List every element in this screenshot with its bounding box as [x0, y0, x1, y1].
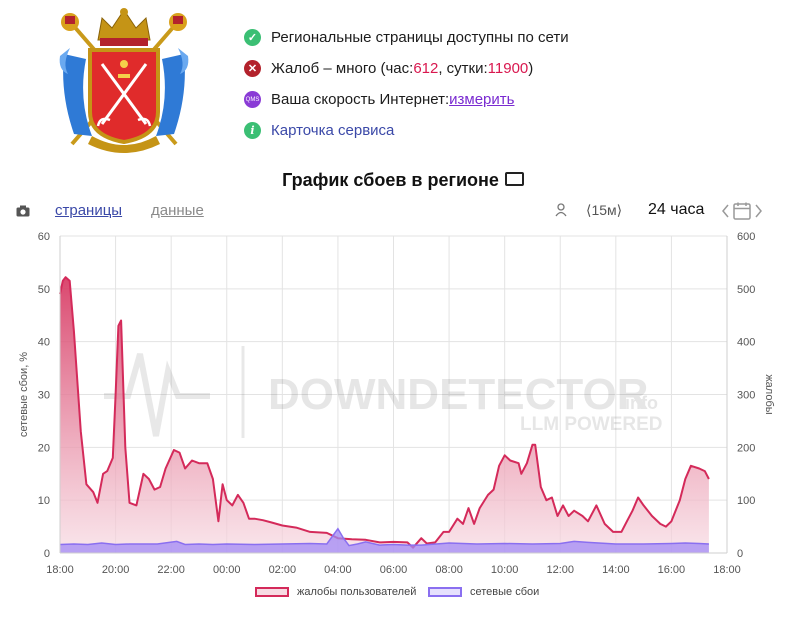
info-icon: i — [244, 122, 261, 139]
series-layer — [59, 276, 710, 553]
x-tick-label: 08:00 — [435, 564, 463, 576]
legend-item-complaints[interactable]: жалобы пользователей — [255, 586, 416, 598]
measure-speed-link[interactable]: измерить — [449, 91, 515, 108]
watermark-text: DOWNDETECTOR — [268, 370, 649, 419]
status-list: ✓ Региональные страницы доступны по сети… — [244, 22, 569, 146]
watermark: DOWNDETECTOR .info LLM POWERED — [104, 346, 663, 438]
x-tick-label: 12:00 — [546, 564, 574, 576]
complaints-area — [60, 277, 709, 553]
camera-icon[interactable] — [16, 204, 30, 221]
pages-available-text: Региональные страницы доступны по сети — [271, 29, 569, 46]
y-right-tick-label: 0 — [737, 548, 743, 560]
y-right-tick-label: 600 — [737, 231, 755, 243]
x-tick-label: 00:00 — [213, 564, 241, 576]
x-tick-label: 02:00 — [269, 564, 297, 576]
tab-data[interactable]: данные — [151, 202, 204, 219]
x-tick-label: 22:00 — [157, 564, 185, 576]
legend-item-outages[interactable]: сетевые сбои — [428, 586, 539, 598]
outages-area — [60, 528, 709, 553]
legend-swatch-complaints — [255, 587, 289, 597]
x-tick-label: 10:00 — [491, 564, 519, 576]
status-speed: QMS Ваша скорость Интернет: измерить — [244, 84, 569, 115]
y-left-tick-label: 60 — [38, 231, 50, 243]
complaints-prefix: Жалоб – много (час: — [271, 60, 414, 77]
y-left-tick-label: 40 — [38, 337, 50, 349]
x-tick-label: 06:00 — [380, 564, 408, 576]
tab-pages[interactable]: страницы — [55, 202, 123, 219]
coat-of-arms-emblem — [52, 4, 196, 156]
watermark-suffix: .info — [620, 393, 658, 413]
x-tick-label: 04:00 — [324, 564, 352, 576]
calendar-icon[interactable] — [722, 202, 774, 225]
y-left-axis-label: сетевые сбои, % — [18, 352, 30, 437]
x-tick-label: 20:00 — [102, 564, 130, 576]
monitor-icon[interactable] — [504, 172, 524, 187]
y-left-tick-label: 0 — [44, 548, 50, 560]
complaints-line[interactable] — [59, 276, 710, 549]
chart-title-text: График сбоев в регионе — [282, 170, 499, 190]
x-tick-label: 16:00 — [658, 564, 686, 576]
y-left-tick-label: 20 — [38, 442, 50, 454]
legend-label-outages: сетевые сбои — [470, 586, 540, 598]
chart-toolbar: страницы данные ⟨15м⟩ 24 часа — [16, 200, 786, 224]
check-icon: ✓ — [244, 29, 261, 46]
y-right-tick-label: 500 — [737, 284, 755, 296]
status-service-card: i Карточка сервиса — [244, 115, 569, 146]
status-pages-available: ✓ Региональные страницы доступны по сети — [244, 22, 569, 53]
y-right-tick-label: 100 — [737, 495, 755, 507]
y-left-tick-label: 50 — [38, 284, 50, 296]
chart-section-title: График сбоев в регионе — [0, 170, 806, 191]
interval-selector[interactable]: ⟨15м⟩ — [586, 202, 623, 218]
outages-line[interactable] — [59, 527, 709, 547]
cross-icon: ✕ — [244, 60, 261, 77]
qms-icon: QMS — [244, 91, 261, 108]
service-card-link[interactable]: Карточка сервиса — [271, 122, 395, 139]
y-left-tick-label: 10 — [38, 495, 50, 507]
y-right-tick-label: 300 — [737, 390, 755, 402]
speed-prefix: Ваша скорость Интернет: — [271, 91, 450, 108]
complaints-hour-value: 612 — [413, 60, 439, 77]
legend-label-complaints: жалобы пользователей — [297, 586, 417, 598]
range-selector[interactable]: 24 часа — [648, 201, 705, 218]
y-right-tick-label: 400 — [737, 337, 755, 349]
y-left-tick-label: 30 — [38, 390, 50, 402]
legend-swatch-outages — [428, 587, 462, 597]
status-complaints: ✕ Жалоб – много (час: 612, сутки: 11900) — [244, 53, 569, 84]
x-tick-label: 14:00 — [602, 564, 630, 576]
watermark-subtext: LLM POWERED — [520, 414, 663, 435]
complaints-suffix: ) — [528, 60, 534, 77]
x-tick-label: 18:00 — [713, 564, 741, 576]
complaints-separator: , сутки: — [438, 60, 488, 77]
complaints-day-value: 11900 — [487, 60, 529, 77]
person-icon[interactable] — [555, 203, 567, 221]
y-right-axis-label: жалобы — [763, 374, 775, 414]
outage-chart[interactable]: DOWNDETECTOR .info LLM POWERED 0 10 20 30 40… — [0, 226, 806, 586]
x-tick-label: 18:00 — [46, 564, 74, 576]
y-right-tick-label: 200 — [737, 442, 755, 454]
